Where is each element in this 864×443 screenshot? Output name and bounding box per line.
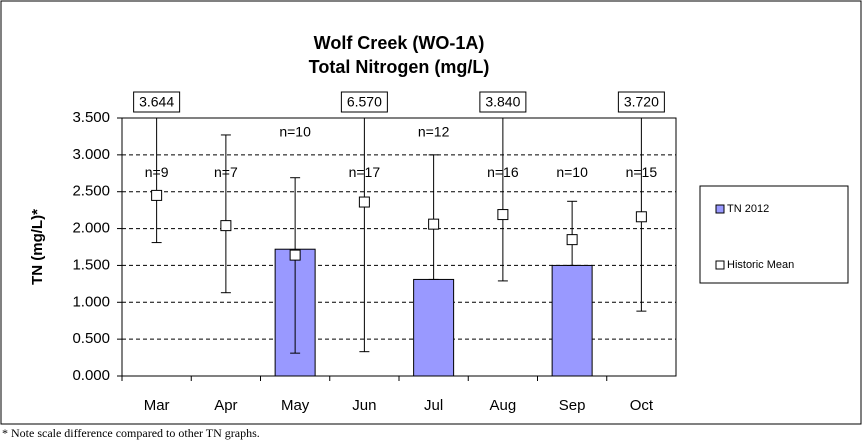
value-label-box (133, 91, 181, 113)
value-label-box (479, 91, 527, 113)
x-tick-label: Jul (424, 397, 443, 414)
n-label: n=7 (214, 164, 238, 180)
legend-swatch (715, 204, 725, 214)
y-tick-label: 0.500 (72, 330, 110, 347)
legend-label: TN 2012 (727, 203, 769, 215)
n-label: n=9 (145, 164, 169, 180)
bar (551, 264, 593, 377)
mean-marker (151, 189, 163, 201)
legend-label: Historic Mean (727, 259, 794, 271)
bar (413, 278, 455, 377)
x-tick-label: Aug (490, 397, 517, 414)
mean-marker (289, 249, 301, 261)
x-tick-label: Oct (630, 397, 654, 414)
n-label: n=10 (556, 164, 588, 180)
legend (699, 185, 849, 284)
mean-marker (220, 220, 232, 232)
y-tick-label: 2.000 (72, 220, 110, 237)
mean-marker (497, 209, 509, 221)
n-label: n=16 (487, 164, 519, 180)
n-label: n=10 (279, 123, 311, 139)
y-tick-label: 1.000 (72, 293, 110, 310)
x-tick-label: May (281, 397, 310, 414)
x-tick-label: Sep (559, 397, 586, 414)
x-tick-label: Jun (352, 397, 376, 414)
y-tick-label: 3.000 (72, 146, 110, 163)
footnote: * Note scale difference compared to othe… (2, 426, 260, 440)
value-label: 3.720 (624, 94, 659, 110)
n-label: n=17 (349, 164, 381, 180)
chart-title: Wolf Creek (WO-1A) (314, 33, 485, 53)
mean-marker (428, 218, 440, 230)
value-label-box (617, 91, 665, 113)
x-tick-label: Apr (214, 397, 237, 414)
value-label: 3.840 (485, 94, 520, 110)
mean-marker (635, 211, 647, 223)
mean-marker (566, 234, 578, 246)
n-label: n=15 (626, 164, 658, 180)
n-label: n=12 (418, 123, 450, 139)
y-tick-label: 2.500 (72, 183, 110, 200)
x-tick-label: Mar (144, 397, 170, 414)
value-label-box (340, 91, 388, 113)
y-tick-label: 1.500 (72, 256, 110, 273)
value-label: 3.644 (139, 94, 174, 110)
mean-marker (358, 196, 370, 208)
y-tick-label: 0.000 (72, 367, 110, 384)
legend-swatch (715, 260, 725, 270)
y-tick-label: 3.500 (72, 109, 110, 126)
value-label: 6.570 (347, 94, 382, 110)
chart-title: Total Nitrogen (mg/L) (309, 57, 490, 77)
y-axis-label: TN (mg/L)* (29, 209, 46, 285)
